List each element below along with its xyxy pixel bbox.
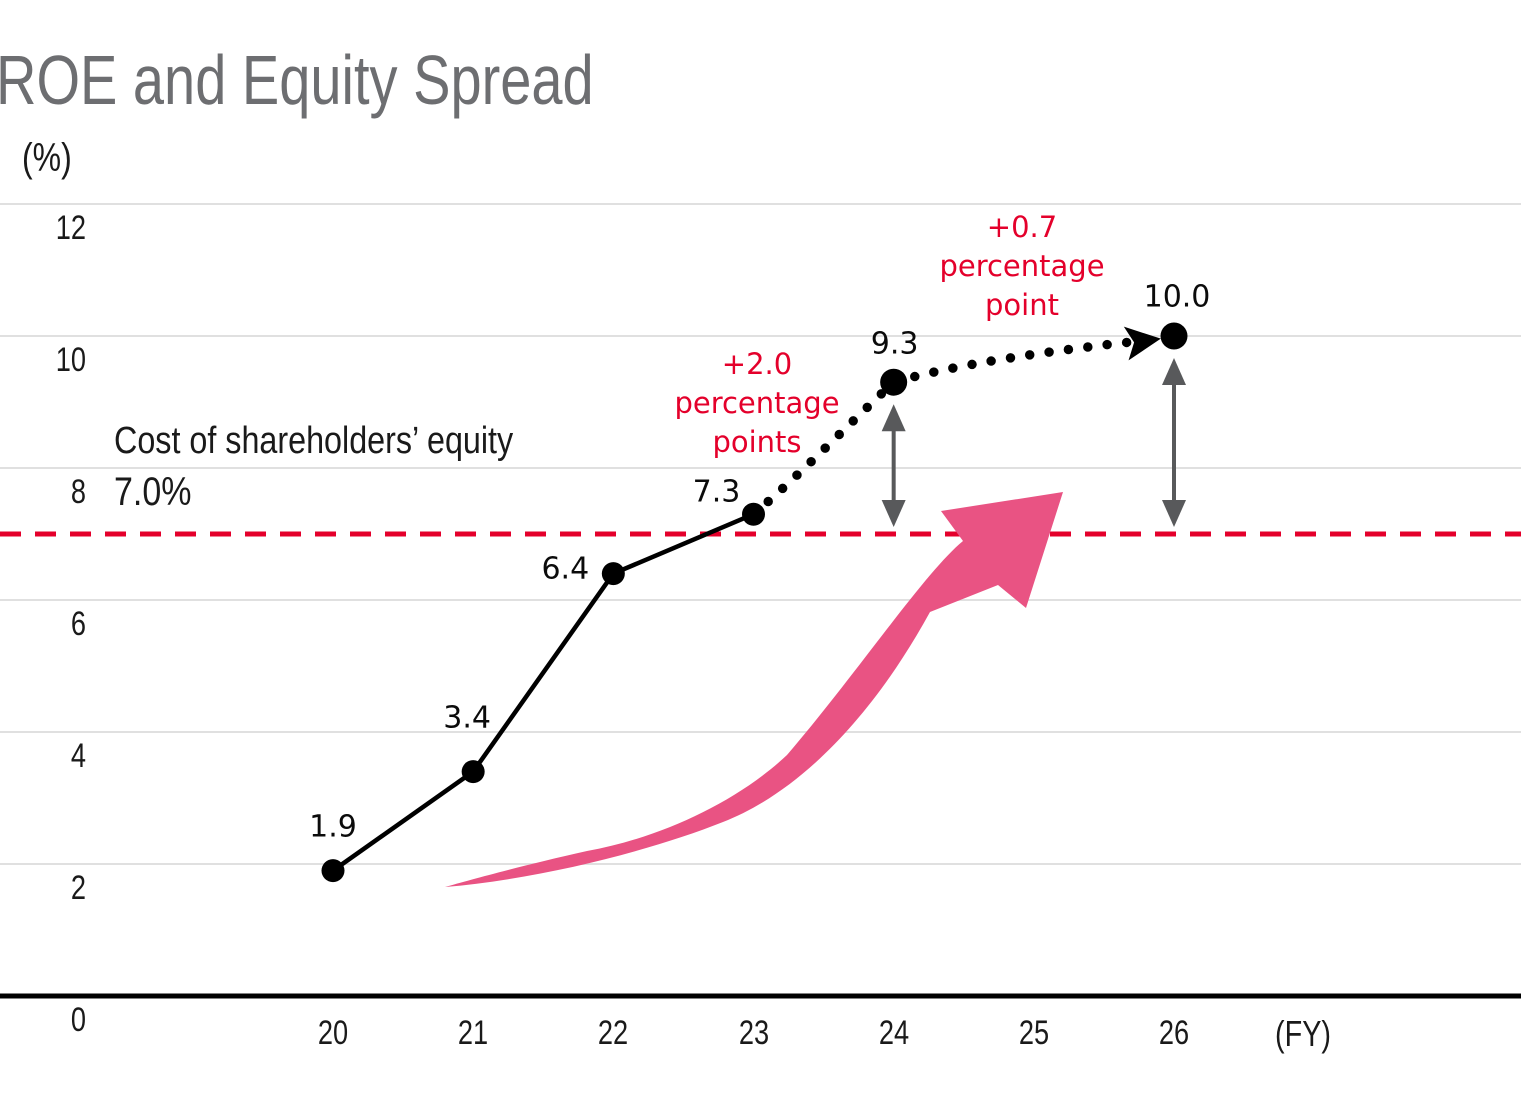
- threshold-label-text: Cost of shareholders’ equity: [114, 420, 514, 462]
- x-axis-tick-label: 21: [458, 1014, 489, 1052]
- data-point-label: 3.4: [443, 700, 492, 736]
- annotation-line: +0.7: [986, 210, 1058, 244]
- x-axis-tick-label: 23: [738, 1014, 769, 1052]
- data-point-marker: [880, 368, 908, 396]
- annotation-line: points: [712, 425, 802, 459]
- annotation-fy26-spread: +0.7 percentage point: [939, 208, 1104, 325]
- x-axis-unit-label: (FY): [1275, 1013, 1331, 1054]
- y-axis-tick-label: 4: [70, 737, 86, 775]
- roe-line-solid: [331, 512, 755, 873]
- y-axis-tick-label: 0: [70, 1001, 86, 1039]
- threshold-value: 7.0%: [114, 470, 192, 514]
- data-point-marker: [461, 760, 485, 784]
- y-axis-unit-label: (%): [22, 136, 72, 180]
- x-axis-tick-label: 22: [598, 1014, 629, 1052]
- data-point-label: 10.0: [1143, 279, 1211, 315]
- data-point-marker: [321, 859, 345, 883]
- x-axis-tick-label: 26: [1158, 1014, 1190, 1052]
- y-axis-tick-label: 8: [70, 473, 86, 511]
- data-point-marker: [1160, 322, 1188, 350]
- chart-title: ROE and Equity Spread: [0, 41, 594, 119]
- dotted-line-arrowhead: [1123, 326, 1161, 361]
- data-point-marker: [601, 562, 625, 586]
- threshold-label: Cost of shareholders’ equity 7.0%: [114, 418, 513, 520]
- x-axis-tick-label: 20: [317, 1014, 349, 1052]
- y-axis-tick-label: 12: [55, 209, 86, 247]
- annotation-line: +2.0: [721, 347, 793, 381]
- data-point-label: 9.3: [870, 326, 919, 362]
- growth-arrow: [445, 492, 1063, 887]
- data-point-label: 7.3: [692, 474, 741, 510]
- spread-arrowhead-down: [881, 500, 906, 527]
- y-axis-tick-label: 6: [70, 605, 86, 643]
- data-point-label: 1.9: [309, 809, 357, 845]
- spread-arrowhead-up: [1162, 358, 1187, 385]
- annotation-line: percentage: [939, 249, 1105, 283]
- x-axis-tick-label: 24: [878, 1014, 909, 1052]
- x-axis-tick-label: 25: [1018, 1014, 1049, 1052]
- data-point-marker: [742, 502, 766, 526]
- y-axis-tick-label: 10: [55, 341, 86, 379]
- spread-arrowhead-up: [881, 404, 906, 432]
- annotation-line: percentage: [674, 386, 840, 420]
- spread-arrowhead-down: [1162, 500, 1187, 527]
- y-axis-tick-label: 2: [70, 869, 86, 907]
- annotation-fy24-spread: +2.0 percentage points: [674, 345, 839, 462]
- annotation-line: point: [985, 288, 1059, 322]
- data-point-label: 6.4: [541, 551, 590, 587]
